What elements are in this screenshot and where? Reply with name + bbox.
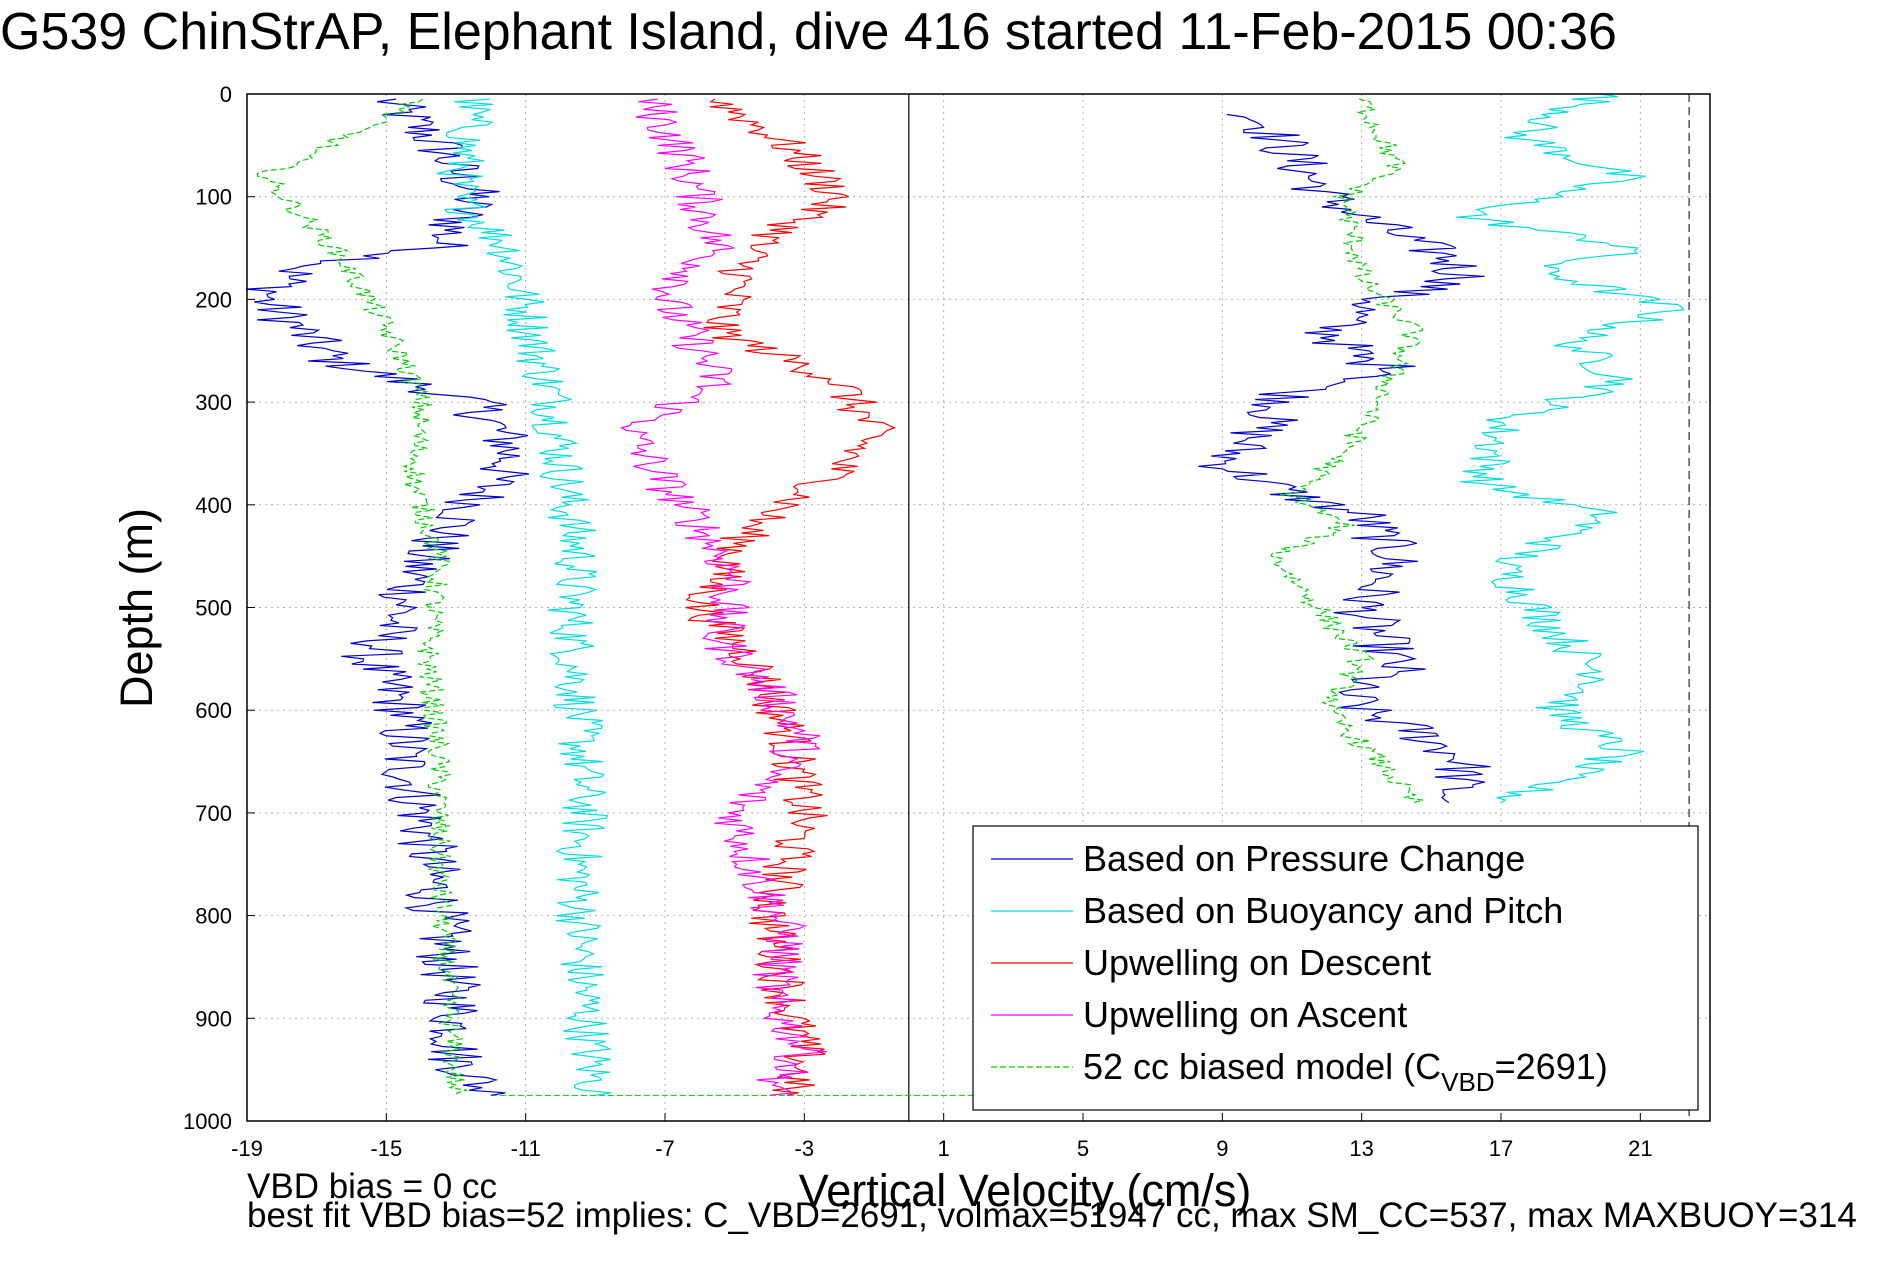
x-tick-label: 5: [1077, 1136, 1089, 1161]
x-tick-label: -19: [231, 1136, 263, 1161]
series-line-4: [256, 98, 468, 1096]
y-tick-label: 900: [195, 1006, 232, 1031]
fit-notes: VBD bias = 0 cc best fit VBD bias=52 imp…: [247, 1167, 1857, 1235]
y-tick-label: 600: [195, 698, 232, 723]
x-tick-label: -11: [511, 1136, 541, 1161]
y-tick-label: 700: [195, 801, 232, 826]
legend-label: Based on Pressure Change: [1083, 838, 1525, 879]
series-line-2: [685, 98, 897, 1096]
axis-ticks: -19 -15 -11 -7 -3 1 5 9 13 17 21 0 100 200 300 400 500 60…: [183, 82, 1653, 1161]
series-line-0: [1198, 113, 1491, 804]
series-line-1: [1456, 93, 1685, 804]
y-axis-label: Depth (m): [111, 508, 162, 708]
x-tick-label: 1: [938, 1136, 950, 1161]
legend-label: Upwelling on Ascent: [1083, 994, 1407, 1035]
y-tick-label: 1000: [183, 1109, 232, 1134]
best-fit-note: best fit VBD bias=52 implies: C_VBD=2691…: [247, 1196, 1857, 1235]
series-line-0: [245, 98, 530, 1096]
y-tick-label: 300: [195, 390, 232, 415]
x-tick-label: 13: [1349, 1136, 1373, 1161]
legend-box: [972, 825, 1699, 1111]
series-line-1: [436, 98, 612, 1096]
y-tick-label: 0: [220, 82, 232, 107]
x-tick-label: -7: [655, 1136, 675, 1161]
x-tick-label: 9: [1216, 1136, 1228, 1161]
y-tick-label: 800: [195, 904, 232, 929]
y-tick-label: 500: [195, 596, 232, 621]
chart-title: G539 ChinStrAP, Elephant Island, dive 41…: [0, 3, 1617, 61]
x-tick-label: 17: [1489, 1136, 1513, 1161]
series-line-4: [1270, 98, 1424, 804]
legend-label: Based on Buoyancy and Pitch: [1083, 890, 1563, 931]
x-tick-label: -3: [795, 1136, 815, 1161]
y-tick-label: 400: [195, 493, 232, 518]
x-tick-label: 21: [1628, 1136, 1652, 1161]
legend-label: Upwelling on Descent: [1083, 942, 1431, 983]
series-layer: [245, 93, 1685, 1096]
series-line-3: [619, 98, 827, 1096]
x-tick-label: -15: [370, 1136, 402, 1161]
x-axis-label: Vertical Velocity (cm/s): [799, 1165, 1252, 1216]
y-tick-label: 100: [195, 185, 232, 210]
legend: Based on Pressure Change Based on Buoyanc…: [972, 825, 1699, 1111]
y-tick-label: 200: [195, 287, 232, 312]
vbd-bias-note: VBD bias = 0 cc: [247, 1167, 497, 1206]
